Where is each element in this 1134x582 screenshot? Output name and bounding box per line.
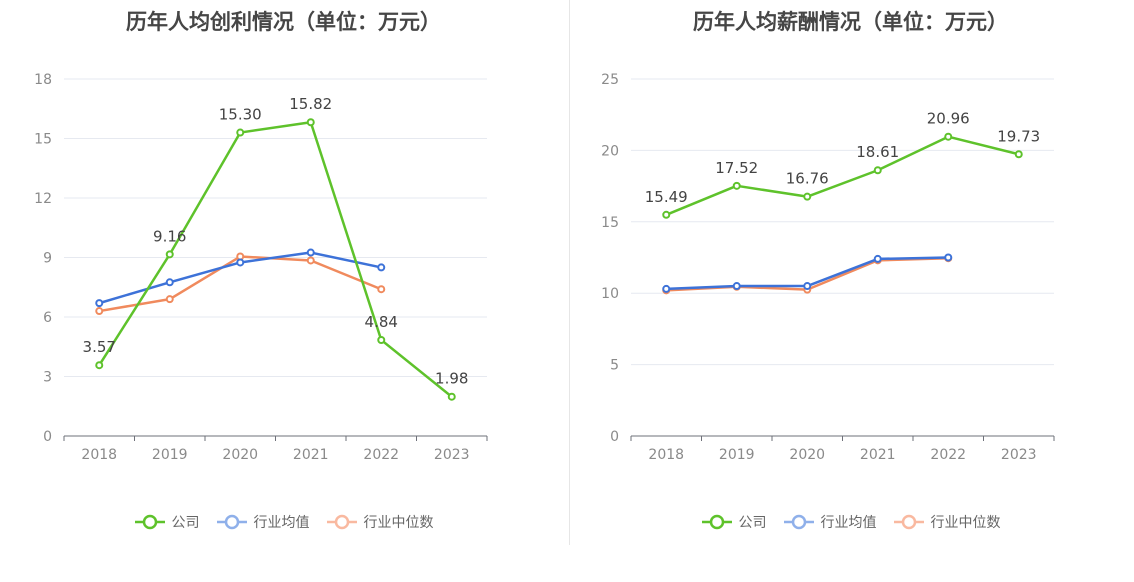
data-point [803,282,812,291]
y-tick-label: 25 [601,72,619,88]
chart-right: 历年人均薪酬情况（单位：万元） 0 5 10 15 20 25 2018 2019 2020 20… [567,0,1134,582]
legend-label: 行业中位数 [930,515,1001,531]
legend-marker-icon [134,514,165,530]
data-point [944,253,953,262]
x-tick-label: 2022 [930,447,966,463]
legend-marker-icon [893,514,924,530]
legend-marker-icon [326,514,357,530]
data-point [306,248,315,257]
legend-marker-icon [783,514,814,530]
legend-label: 行业均值 [253,515,310,531]
x-tick-label: 2023 [1001,447,1037,463]
legend-marker-circle [791,514,806,530]
data-point [944,132,953,141]
data-label: 1.98 [435,370,468,388]
legend-marker-circle [224,514,239,530]
data-label: 18.61 [856,143,899,161]
legend-label: 行业中位数 [363,515,434,531]
y-tick-label: 0 [43,429,52,445]
data-point [447,392,456,401]
data-label: 9.16 [153,227,186,245]
y-tick-label: 0 [610,429,619,445]
y-tick-label: 18 [34,72,52,88]
data-label: 4.84 [365,313,398,331]
data-point [662,210,671,219]
legend-item[interactable]: 行业中位数 [893,512,1001,532]
y-tick-label: 10 [601,286,619,302]
data-point [95,299,104,308]
data-point [1014,150,1023,159]
data-label: 20.96 [927,110,970,128]
legend-item[interactable]: 公司 [134,512,200,532]
data-label: 19.73 [997,127,1040,145]
series-line [665,135,1020,216]
legend-item[interactable]: 行业均值 [783,512,877,532]
x-tick-label: 2018 [81,447,117,463]
y-tick-label: 12 [34,191,52,207]
chart-plot-area: 0 5 10 15 20 25 2018 2019 2020 2021 2022 2023 15.49 1… [601,72,1055,463]
data-point [803,192,812,201]
data-point [377,263,386,272]
y-tick-label: 20 [601,143,619,159]
legend-label: 公司 [171,515,200,531]
data-point [873,254,882,263]
y-tick-label: 15 [34,132,52,148]
data-point [95,361,104,370]
data-point [662,284,671,293]
legend-item[interactable]: 行业中位数 [326,512,434,532]
data-point [732,282,741,291]
chart-plot-area: 0 3 6 9 12 15 18 2018 2019 2020 2021 2022 2023 3.57 9.… [34,72,488,463]
data-label: 15.30 [219,106,262,124]
series-line [98,120,453,398]
x-tick-label: 2022 [363,447,399,463]
data-point [236,258,245,267]
data-label: 3.57 [83,338,116,356]
legend-marker-icon [216,514,247,530]
legend-label: 行业均值 [820,515,877,531]
x-tick-label: 2018 [648,447,684,463]
data-point [165,250,174,259]
data-point [165,278,174,287]
y-tick-label: 15 [601,215,619,231]
data-label: 15.49 [645,188,688,206]
legend-item[interactable]: 公司 [701,512,767,532]
legend-marker-circle [142,514,157,530]
y-tick-label: 6 [43,310,52,326]
x-tick-label: 2019 [152,447,188,463]
chart-left: 历年人均创利情况（单位：万元） 0 3 6 9 12 15 18 2018 2019 2020 20… [0,10,567,532]
data-point [165,295,174,304]
y-tick-label: 5 [610,358,619,374]
legend-item[interactable]: 行业均值 [216,512,310,532]
data-point [236,128,245,137]
x-tick-label: 2020 [222,447,258,463]
data-point [95,307,104,316]
chart-legend: 公司 行业均值 行业中位数 [0,512,567,532]
data-label: 17.52 [715,159,758,177]
x-tick-label: 2021 [860,447,896,463]
legend-marker-circle [334,514,349,530]
data-point [306,118,315,127]
chart-title: 历年人均薪酬情况（单位：万元） [693,10,1008,34]
data-point [377,285,386,294]
legend-marker-circle [709,514,724,530]
data-label: 16.76 [786,170,829,188]
legend-label: 公司 [738,515,767,531]
legend-marker-icon [701,514,732,530]
data-point [732,181,741,190]
chart-title: 历年人均创利情况（单位：万元） [126,10,441,34]
y-tick-label: 3 [43,370,52,386]
data-point [306,256,315,265]
x-tick-label: 2021 [293,447,329,463]
data-point [377,336,386,345]
x-tick-label: 2019 [719,447,755,463]
x-tick-label: 2020 [789,447,825,463]
data-point [873,166,882,175]
legend-marker-circle [901,514,916,530]
y-tick-label: 9 [43,251,52,267]
data-label: 15.82 [289,95,332,113]
chart-legend: 公司 行业均值 行业中位数 [567,512,1134,532]
x-tick-label: 2023 [434,447,470,463]
panel-divider [569,0,570,545]
